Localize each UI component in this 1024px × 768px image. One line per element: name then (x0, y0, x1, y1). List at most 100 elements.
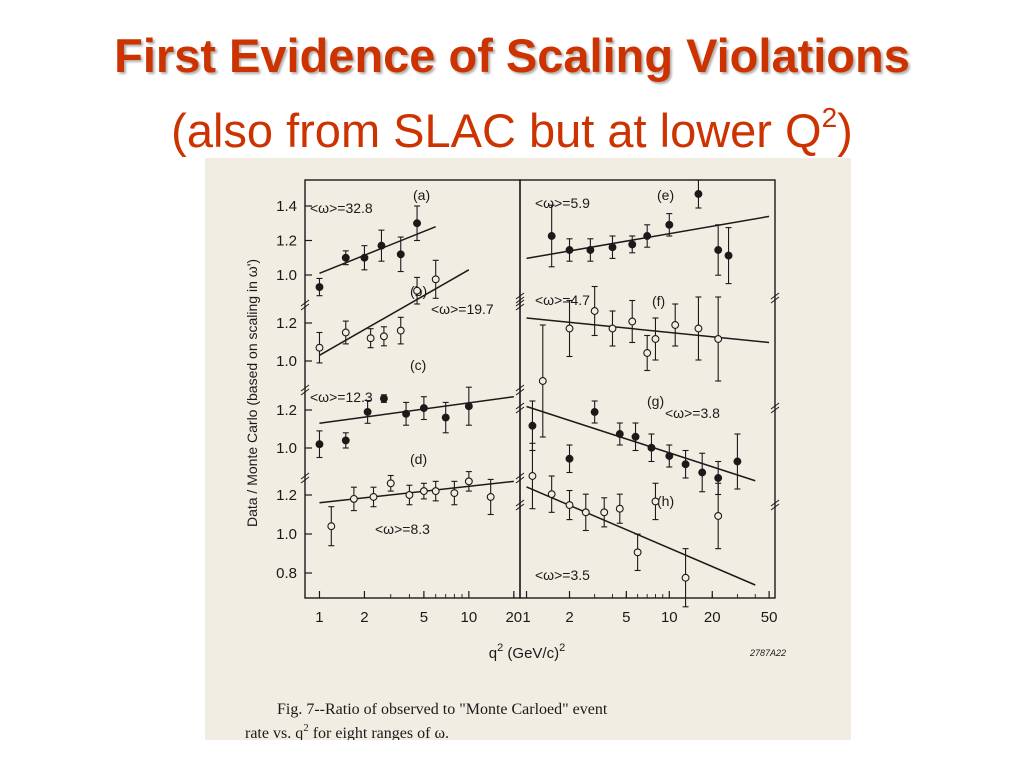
subtitle-end: ) (837, 104, 853, 157)
data-point (419, 487, 428, 496)
left-x-tick-label: 10 (461, 609, 478, 626)
data-point (441, 413, 450, 422)
subplot-id-label: (a) (413, 187, 430, 203)
caption-line-2-part: rate vs. q (245, 725, 303, 740)
omega-label: <ω>=32.8 (310, 200, 373, 216)
data-point (341, 328, 350, 337)
right-x-tick-label: 1 (522, 609, 530, 626)
x-axis-label-part: q (489, 645, 497, 662)
data-point (651, 497, 660, 506)
data-point (341, 253, 350, 262)
data-point (547, 490, 556, 499)
data-point (615, 430, 624, 438)
data-point (565, 246, 574, 254)
data-point (651, 335, 660, 343)
data-point (600, 508, 609, 517)
data-point (396, 326, 405, 335)
data-point (714, 335, 723, 343)
data-point (327, 522, 336, 531)
data-point (431, 275, 440, 284)
data-point (590, 307, 599, 315)
left-axis-break (300, 299, 310, 307)
fit-line (319, 269, 470, 356)
subplot-id-label: (d) (410, 451, 427, 467)
slide-subtitle: (also from SLAC but at lower Q2) (0, 88, 1024, 161)
data-point (315, 283, 324, 292)
left-y-tick-label: 1.2 (276, 315, 297, 332)
caption-line-2-part: for eight ranges of ω. (309, 725, 449, 740)
right-axis-break (770, 503, 780, 511)
left-y-tick-label: 1.4 (276, 198, 297, 215)
data-point (413, 219, 421, 228)
omega-label: <ω>=12.3 (310, 389, 373, 405)
fit-line (526, 405, 756, 482)
data-point (377, 241, 386, 250)
left-x-tick-label: 5 (420, 609, 428, 626)
fit-line (526, 317, 770, 344)
x-axis-label-part: (GeV/c) (503, 645, 559, 662)
data-point (586, 246, 595, 254)
figure-scan: 12510201.41.21.0(a)<ω>=32.81.21.0(b)<ω>=… (205, 158, 851, 740)
data-point (714, 512, 723, 520)
data-point (694, 324, 703, 333)
data-point (647, 443, 656, 452)
data-point (643, 232, 652, 240)
data-point (379, 394, 388, 403)
data-point (643, 349, 652, 357)
data-point (565, 501, 574, 510)
left-y-tick-label: 1.2 (276, 487, 297, 504)
left-axis-break (515, 472, 525, 480)
left-x-tick-label: 2 (360, 609, 368, 626)
left-axis-break (300, 472, 310, 480)
omega-label: <ω>=19.7 (431, 301, 494, 317)
right-axis-break (515, 406, 525, 414)
left-axis-break (515, 388, 525, 396)
subtitle-text: (also from SLAC but at lower Q (171, 104, 822, 157)
subplot-id-label: (h) (657, 493, 674, 509)
right-axis-break (515, 296, 525, 304)
data-point (608, 324, 617, 333)
fit-line (319, 226, 436, 274)
data-point (379, 332, 388, 341)
data-point (360, 253, 369, 262)
caption-line-2-part: 2 (303, 722, 309, 734)
data-point (538, 377, 547, 385)
fit-line (319, 395, 514, 425)
data-point (528, 421, 537, 430)
right-axis-break (770, 402, 780, 410)
data-point (628, 317, 637, 326)
figure-serial: 2787A22 (749, 648, 786, 658)
right-axis-break (770, 406, 780, 414)
data-point (694, 190, 703, 198)
data-point (681, 573, 690, 582)
data-point (396, 250, 405, 259)
right-x-tick-label: 2 (565, 609, 573, 626)
subtitle-superscript: 2 (821, 102, 838, 133)
subplot-id-label: (g) (647, 393, 664, 409)
data-point (724, 251, 733, 260)
subplot-id-label: (c) (410, 357, 426, 373)
data-point (419, 404, 428, 413)
right-axis-break (515, 292, 525, 300)
right-axis-break (770, 499, 780, 507)
fit-line (319, 480, 514, 504)
right-axis-break (515, 402, 525, 410)
left-y-tick-label: 1.0 (276, 440, 297, 457)
caption-line-1: Fig. 7--Ratio of observed to "Monte Carl… (277, 701, 608, 718)
data-point (405, 491, 414, 499)
subplot-id-label: (e) (657, 187, 674, 203)
left-axis-break (300, 303, 310, 311)
data-point (366, 334, 375, 343)
omega-label: <ω>=4.7 (535, 292, 590, 308)
x-axis-label-part: 2 (559, 642, 565, 654)
data-point (464, 402, 473, 411)
data-point (733, 457, 742, 466)
left-y-tick-label: 1.0 (276, 526, 297, 543)
data-point (590, 408, 599, 416)
data-point (315, 343, 324, 352)
data-point (631, 432, 640, 441)
right-axis-break (770, 296, 780, 304)
left-y-tick-label: 1.2 (276, 402, 297, 419)
data-point (608, 243, 617, 252)
right-axis-break (515, 503, 525, 511)
